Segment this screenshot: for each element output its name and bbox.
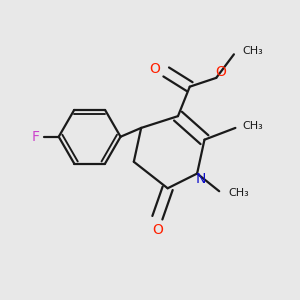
Text: CH₃: CH₃ bbox=[243, 46, 263, 56]
Text: O: O bbox=[152, 223, 163, 236]
Text: O: O bbox=[149, 62, 160, 76]
Text: CH₃: CH₃ bbox=[243, 122, 263, 131]
Text: F: F bbox=[31, 130, 39, 144]
Text: O: O bbox=[215, 65, 226, 79]
Text: CH₃: CH₃ bbox=[228, 188, 249, 198]
Text: N: N bbox=[196, 172, 206, 186]
